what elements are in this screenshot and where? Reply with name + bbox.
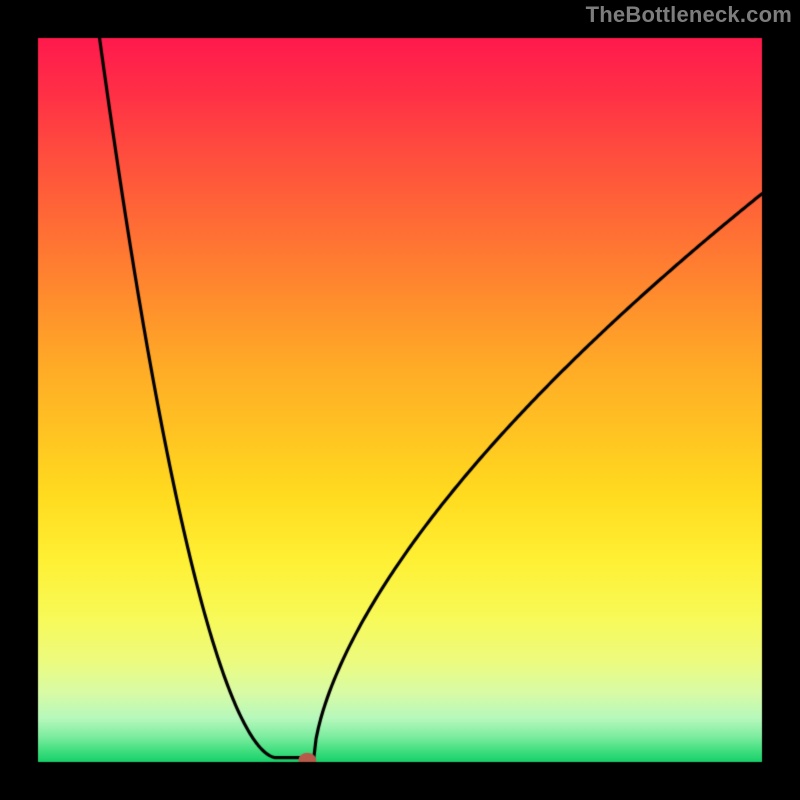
- bottleneck-chart-canvas: [0, 0, 800, 800]
- chart-container: TheBottleneck.com: [0, 0, 800, 800]
